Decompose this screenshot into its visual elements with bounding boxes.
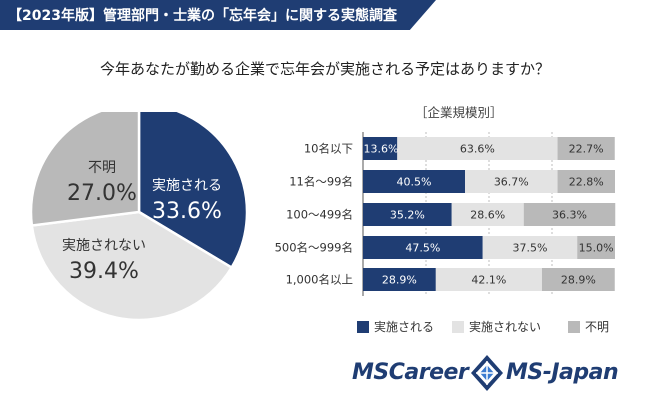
diamond-logo-icon [471, 355, 503, 391]
pie-slice-unknown-percent: 27.0% [67, 181, 137, 206]
bar-segment-unknown [523, 203, 616, 226]
legend-label-not-held: 実施されない [469, 320, 542, 334]
msjapan-logo: MS-Japan [506, 360, 619, 385]
pie-slice-not-held [32, 210, 234, 322]
pie-slice-not-held-label: 実施されない [62, 238, 146, 254]
bar-segment-unknown [541, 268, 615, 291]
legend-swatch-not-held [452, 320, 464, 333]
bar-segment-held [363, 170, 466, 193]
pie-slice-unknown [32, 112, 141, 227]
bar-value-label: 36.3% [552, 209, 587, 222]
bar-value-label: 63.6% [460, 143, 495, 156]
bar-segment-not-held [397, 137, 558, 160]
bar-value-label: 40.5% [397, 176, 432, 189]
legend-label-unknown: 不明 [585, 320, 610, 334]
bar-value-label: 22.7% [569, 143, 604, 156]
mscareer-logo: MSCareer [352, 360, 469, 385]
bar-segment-unknown [577, 236, 615, 259]
category-label: 100〜499名 [286, 208, 353, 222]
pie-chart: 実施される 33.6% 実施されない 39.4% 不明 27.0% [32, 112, 249, 322]
legend-label-held: 実施される [374, 320, 435, 334]
bar-value-label: 28.6% [470, 209, 505, 222]
legend-swatch-unknown [568, 320, 580, 333]
bar-segment-held [363, 236, 483, 259]
bar-value-label: 36.7% [494, 176, 529, 189]
bar-segment-unknown [557, 170, 615, 193]
bar-value-label: 28.9% [561, 274, 596, 287]
pie-slice-held-percent: 33.6% [152, 199, 222, 224]
legend-item-held: 実施される [357, 318, 434, 335]
bar-segment-unknown [557, 137, 615, 160]
footer-logos: MSCareer MS-Japan [352, 354, 632, 394]
bar-segment-not-held [465, 170, 558, 193]
bar-segment-held [363, 203, 452, 226]
stacked-bar-chart: 10名以下 13.6% 63.6% 22.7% 11名〜99名 40.5% 36.7% 22.… [275, 132, 616, 296]
bar-segment-held [363, 268, 436, 291]
bar-value-label: 37.5% [512, 242, 547, 255]
legend-item-unknown: 不明 [568, 318, 609, 335]
title-banner: 【2023年版】管理部門・士業の「忘年会」に関する実態調査 [0, 0, 436, 30]
bar-value-label: 13.6% [364, 143, 399, 156]
bar-value-label: 35.2% [390, 209, 425, 222]
survey-question: 今年あなたが勤める企業で忘年会が実施される予定はありますか？ [99, 60, 550, 78]
page-title: 【2023年版】管理部門・士業の「忘年会」に関する実態調査 [8, 8, 397, 24]
pie-slice-held [137, 112, 249, 270]
category-label: 11名〜99名 [289, 175, 353, 189]
bar-chart-title: ［企業規模別］ [415, 105, 503, 120]
category-label: 1,000名以上 [286, 273, 353, 287]
bar-segment-not-held [482, 236, 578, 259]
bar-segment-held [363, 137, 398, 160]
pie-slice-not-held-percent: 39.4% [69, 259, 139, 284]
pie-slice-unknown-label: 不明 [88, 160, 116, 176]
bar-value-label: 47.5% [405, 242, 440, 255]
legend-item-not-held: 実施されない [452, 318, 541, 335]
bar-value-label: 28.9% [382, 274, 417, 287]
category-label: 10名以下 [304, 142, 353, 156]
bar-value-label: 42.1% [471, 274, 506, 287]
bar-value-label: 15.0% [579, 242, 614, 255]
legend-swatch-held [357, 320, 369, 333]
category-label: 500名〜999名 [275, 241, 353, 255]
bar-segment-not-held [451, 203, 524, 226]
pie-slice-held-label: 実施される [152, 178, 222, 194]
bar-segment-not-held [435, 268, 542, 291]
bar-value-label: 22.8% [569, 176, 604, 189]
